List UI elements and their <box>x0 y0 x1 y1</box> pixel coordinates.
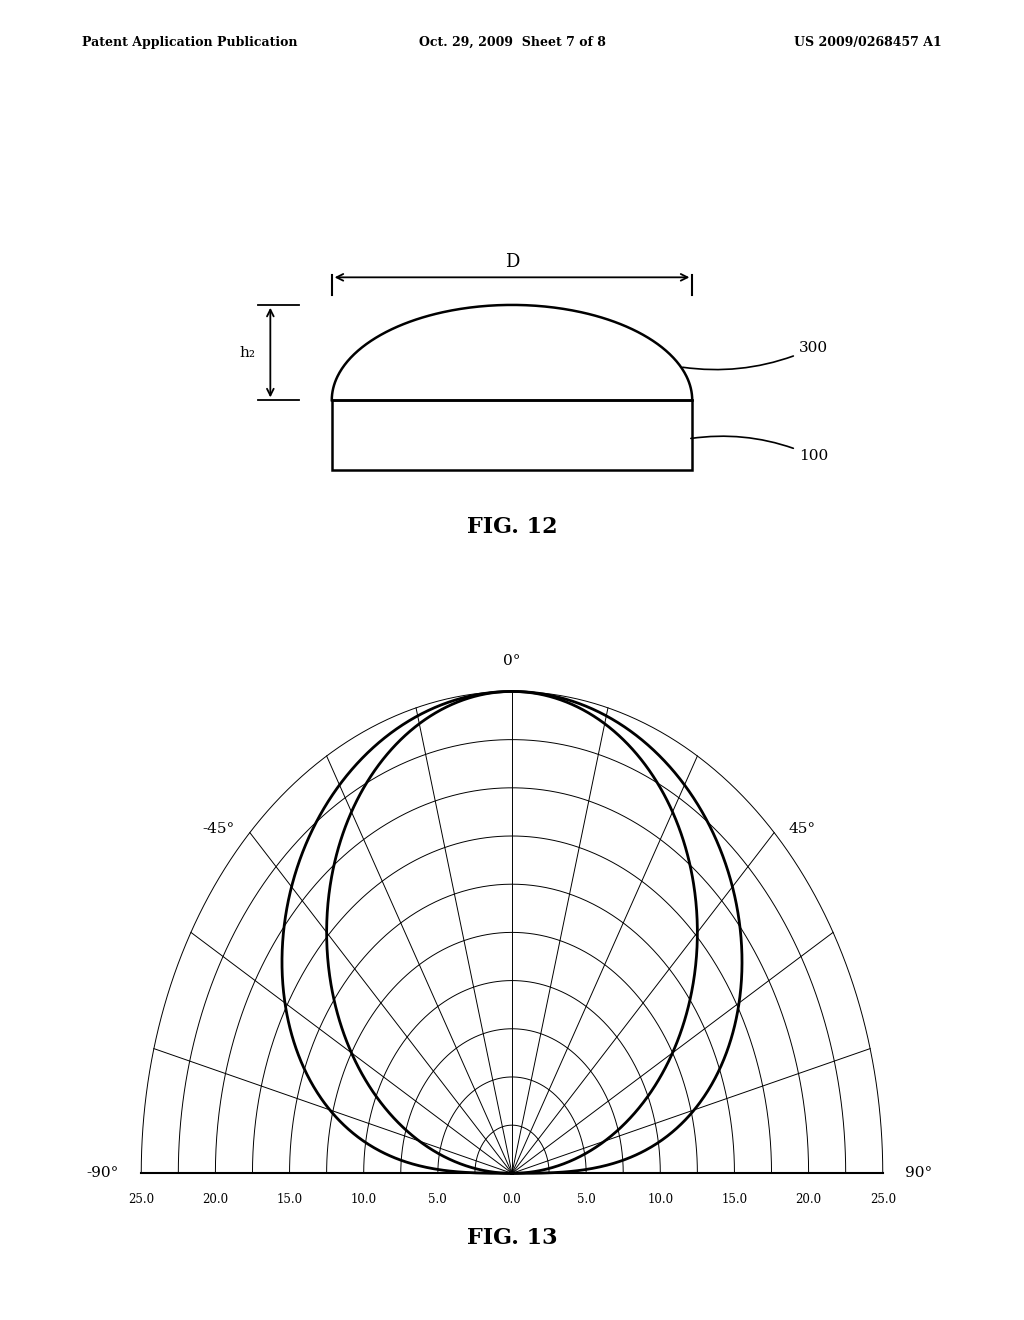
Text: -90°: -90° <box>87 1167 119 1180</box>
Text: Patent Application Publication: Patent Application Publication <box>82 36 297 49</box>
Text: 20.0: 20.0 <box>796 1192 821 1205</box>
Text: 15.0: 15.0 <box>721 1192 748 1205</box>
Text: FIG. 13: FIG. 13 <box>467 1228 557 1249</box>
Text: h₂: h₂ <box>240 346 256 359</box>
Text: 0°: 0° <box>503 655 521 668</box>
Text: 0.0: 0.0 <box>503 1192 521 1205</box>
Text: Oct. 29, 2009  Sheet 7 of 8: Oct. 29, 2009 Sheet 7 of 8 <box>419 36 605 49</box>
Text: -45°: -45° <box>203 822 234 836</box>
Text: 15.0: 15.0 <box>276 1192 303 1205</box>
Text: 300: 300 <box>683 341 827 370</box>
Text: 10.0: 10.0 <box>350 1192 377 1205</box>
Text: FIG. 12: FIG. 12 <box>467 516 557 537</box>
Text: 45°: 45° <box>790 822 816 836</box>
Text: 10.0: 10.0 <box>647 1192 674 1205</box>
Text: 25.0: 25.0 <box>869 1192 896 1205</box>
Text: 25.0: 25.0 <box>128 1192 155 1205</box>
Text: 5.0: 5.0 <box>428 1192 447 1205</box>
Text: D: D <box>505 253 519 272</box>
Text: 90°: 90° <box>905 1167 932 1180</box>
Text: US 2009/0268457 A1: US 2009/0268457 A1 <box>795 36 942 49</box>
Text: 5.0: 5.0 <box>577 1192 596 1205</box>
Bar <box>332 400 692 470</box>
Text: 20.0: 20.0 <box>203 1192 228 1205</box>
Text: 100: 100 <box>691 436 828 463</box>
